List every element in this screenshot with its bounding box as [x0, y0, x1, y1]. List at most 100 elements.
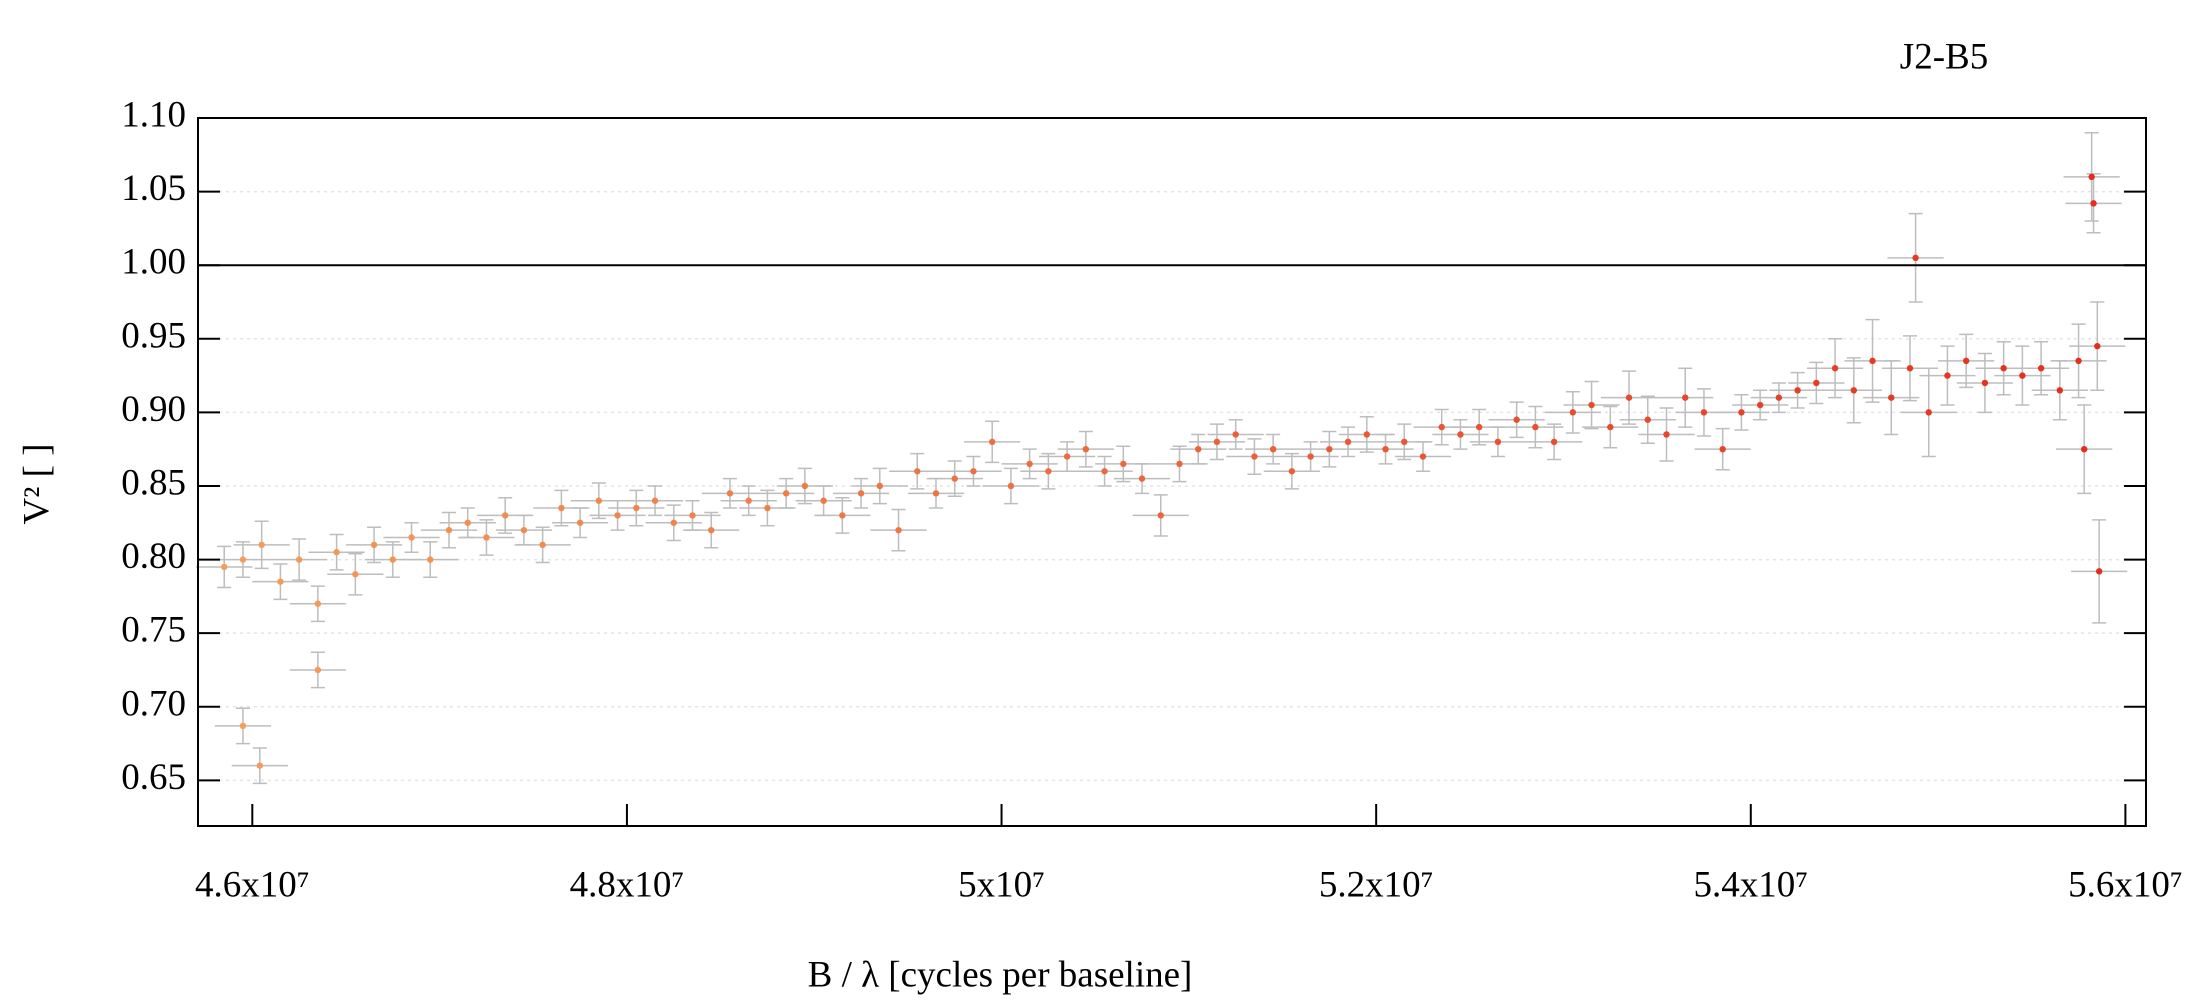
- data-point: [1363, 431, 1371, 438]
- y-tick-label: 0.95: [121, 315, 186, 356]
- marks: [196, 131, 2128, 785]
- data-point: [1288, 468, 1296, 475]
- data-point: [1082, 445, 1090, 453]
- data-point: [1663, 431, 1670, 438]
- data-point: [1007, 482, 1015, 490]
- data-point: [1794, 387, 1801, 394]
- chart-title: J2-B5: [1900, 36, 1988, 77]
- data-point: [970, 468, 977, 475]
- data-point: [520, 526, 528, 534]
- data-point: [782, 490, 790, 497]
- data-point: [895, 526, 902, 534]
- data-point: [239, 722, 247, 730]
- data-point: [1813, 379, 1820, 387]
- data-point: [932, 490, 940, 497]
- data-point: [1344, 438, 1352, 446]
- y-tick-label: 0.65: [121, 757, 186, 798]
- data-point: [1775, 394, 1783, 401]
- data-point: [295, 556, 303, 563]
- data-point: [1307, 453, 1314, 460]
- data-point: [1269, 445, 1277, 453]
- data-point: [314, 666, 322, 674]
- data-point: [1045, 468, 1052, 475]
- data-point: [1382, 445, 1389, 453]
- data-point: [595, 497, 603, 504]
- data-point: [708, 526, 715, 534]
- data-point: [1138, 475, 1146, 482]
- data-point: [483, 534, 490, 541]
- data-point: [764, 504, 771, 512]
- data-point: [389, 556, 396, 563]
- data-point: [408, 534, 415, 541]
- y-tick-label: 1.05: [121, 168, 186, 209]
- data-point: [820, 497, 827, 504]
- data-point: [1026, 460, 1033, 468]
- data-point: [2037, 365, 2045, 372]
- data-point: [2075, 357, 2082, 365]
- data-point: [1962, 357, 1970, 365]
- x-tick-label: 5.2x10⁷: [1319, 864, 1434, 905]
- data-point: [2080, 445, 2088, 453]
- data-point: [1120, 460, 1127, 468]
- data-point: [427, 556, 434, 563]
- data-point: [1438, 423, 1445, 431]
- y-tick-label: 0.80: [121, 536, 186, 577]
- data-point: [352, 571, 359, 578]
- y-tick-label: 0.75: [121, 610, 186, 651]
- data-point: [539, 541, 546, 549]
- y-tick-label: 0.70: [121, 683, 186, 724]
- data-point: [1888, 394, 1895, 401]
- data-point: [914, 468, 921, 475]
- data-point: [445, 526, 453, 534]
- data-point: [1176, 460, 1183, 468]
- data-point: [1251, 453, 1258, 460]
- data-point: [1912, 254, 1919, 262]
- data-point: [558, 504, 565, 512]
- data-point: [239, 556, 247, 563]
- y-axis-label: V² [ ]: [16, 444, 57, 525]
- data-point: [1906, 365, 1914, 372]
- data-point: [876, 482, 883, 490]
- data-point: [1756, 401, 1764, 409]
- data-point: [1682, 394, 1689, 401]
- data-point: [1513, 416, 1520, 423]
- data-point: [1569, 409, 1577, 416]
- data-point: [1831, 365, 1839, 372]
- data-point: [1419, 453, 1427, 460]
- data-point: [1925, 409, 1932, 416]
- data-point: [1401, 438, 1408, 446]
- data-point: [951, 475, 958, 482]
- x-tick-label: 5.6x10⁷: [2068, 864, 2183, 905]
- data-point: [333, 549, 340, 556]
- data-point: [1738, 409, 1745, 416]
- data-point: [277, 578, 284, 585]
- data-point: [1213, 438, 1221, 446]
- data-point: [614, 512, 621, 519]
- data-point: [1850, 387, 1858, 394]
- data-point: [2090, 200, 2097, 207]
- data-point: [1607, 423, 1614, 431]
- data-point: [256, 762, 264, 769]
- data-point: [2094, 342, 2101, 350]
- data-point: [1644, 416, 1651, 423]
- data-point: [2095, 568, 2103, 575]
- data-point: [2000, 365, 2007, 372]
- data-point: [726, 490, 734, 497]
- data-point: [689, 512, 696, 519]
- data-point: [2019, 372, 2026, 379]
- data-point: [1719, 445, 1726, 453]
- data-point: [464, 519, 471, 526]
- data-point: [651, 497, 659, 504]
- data-point: [857, 490, 865, 497]
- data-point: [801, 482, 809, 490]
- data-point: [745, 497, 752, 504]
- data-point: [1944, 372, 1951, 379]
- data-point: [1550, 438, 1558, 446]
- data-point: [1232, 431, 1239, 438]
- data-point: [670, 519, 677, 526]
- x-tick-label: 5.4x10⁷: [1693, 864, 1808, 905]
- data-point: [1625, 394, 1633, 401]
- y-tick-label: 0.85: [121, 462, 186, 503]
